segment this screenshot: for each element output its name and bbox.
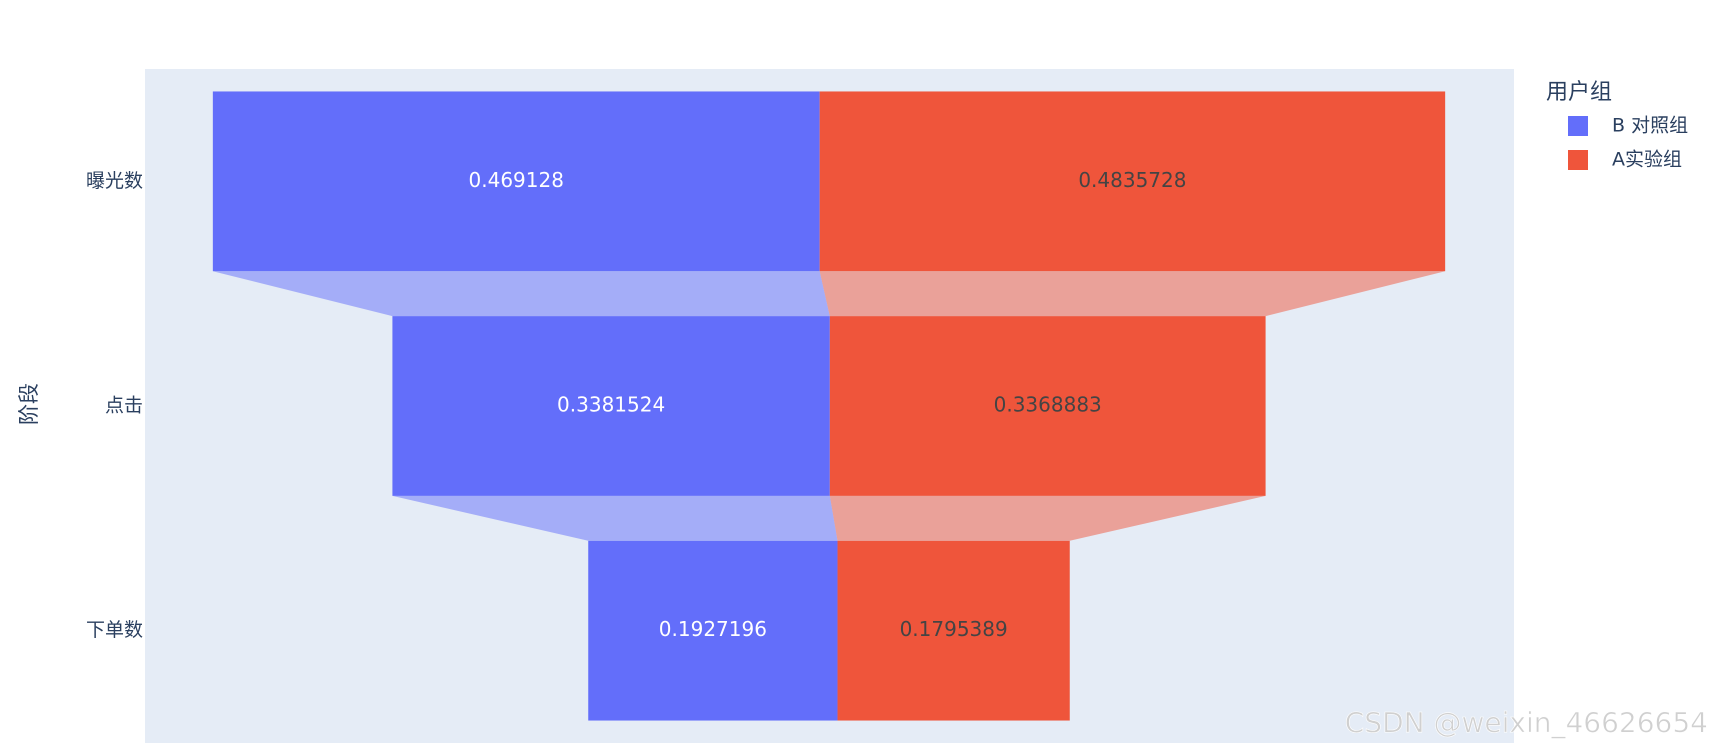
data-label: 0.1795389 — [900, 617, 1008, 641]
connector — [212, 271, 830, 317]
funnel-bar — [588, 540, 838, 721]
connector — [392, 495, 838, 541]
legend-label[interactable]: B 对照组 — [1612, 115, 1688, 137]
watermark: CSDN @weixin_46626654 — [1345, 706, 1708, 739]
funnel-bar — [392, 316, 830, 496]
data-label: 0.3368883 — [994, 393, 1102, 417]
funnel-bar — [837, 540, 1070, 721]
y-tick-label: 曝光数 — [86, 170, 143, 192]
connector — [819, 271, 1446, 317]
legend-title: 用户组 — [1546, 80, 1612, 105]
y-tick-label: 下单数 — [86, 619, 143, 641]
connector — [829, 495, 1266, 541]
legend-label[interactable]: A实验组 — [1612, 149, 1682, 171]
y-tick-label: 点击 — [105, 395, 143, 417]
data-label: 0.3381524 — [557, 393, 665, 417]
data-label: 0.1927196 — [659, 617, 767, 641]
funnel-bar — [829, 316, 1266, 496]
data-label: 0.469128 — [469, 168, 564, 192]
y-axis-title: 阶段 — [17, 383, 41, 425]
funnel-bar — [819, 91, 1446, 272]
data-label: 0.4835728 — [1078, 168, 1186, 192]
funnel-bar — [212, 91, 820, 272]
legend-swatch[interactable] — [1568, 150, 1588, 170]
legend-swatch[interactable] — [1568, 116, 1588, 136]
